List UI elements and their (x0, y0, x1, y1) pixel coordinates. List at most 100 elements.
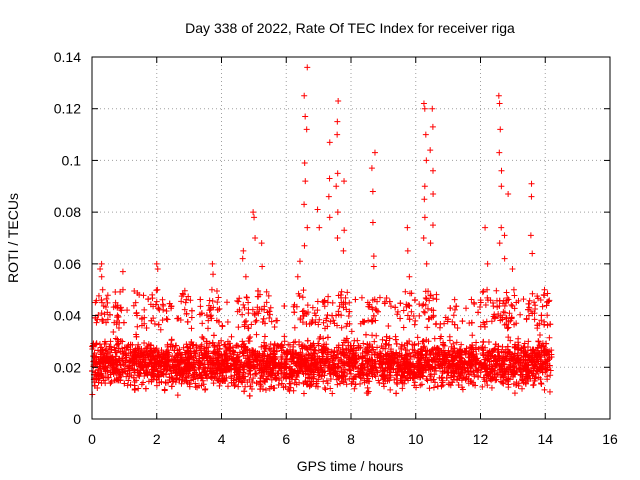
data-point (534, 352, 541, 359)
data-point (451, 296, 458, 303)
chart-title: Day 338 of 2022, Rate Of TEC Index for r… (185, 20, 515, 36)
data-point (210, 380, 217, 387)
data-point (277, 343, 284, 350)
data-point (117, 362, 124, 369)
data-point (127, 357, 134, 364)
data-point (406, 302, 413, 309)
data-point (388, 350, 395, 357)
data-point (336, 303, 343, 310)
data-point (188, 314, 195, 321)
data-point (415, 340, 422, 347)
data-point (141, 306, 148, 313)
data-point (283, 356, 290, 363)
data-point (541, 286, 548, 293)
data-point (320, 378, 327, 385)
data-point (420, 100, 427, 107)
data-point (445, 347, 452, 354)
data-point (263, 375, 270, 382)
data-point (357, 374, 364, 381)
data-point (114, 336, 121, 343)
data-point (254, 287, 261, 294)
data-point (416, 312, 423, 319)
data-point (416, 364, 423, 371)
data-point (535, 338, 542, 345)
data-point (324, 351, 331, 358)
data-point (537, 297, 544, 304)
data-point (472, 346, 479, 353)
data-point (447, 305, 454, 312)
data-point (115, 313, 122, 320)
data-point (154, 368, 161, 375)
data-point (502, 370, 509, 377)
data-point (355, 342, 362, 349)
x-tick-label: 2 (153, 431, 161, 447)
data-point (528, 193, 535, 200)
data-point (505, 191, 512, 198)
data-point (148, 378, 155, 385)
data-point (510, 360, 517, 367)
data-point (184, 318, 191, 325)
data-point (252, 235, 259, 241)
data-point (190, 354, 197, 361)
data-point (360, 340, 367, 347)
data-point (185, 350, 192, 357)
data-point (344, 360, 351, 367)
data-point (303, 126, 310, 133)
data-point (544, 348, 551, 355)
data-point (350, 345, 357, 352)
data-point (125, 377, 132, 384)
data-point (334, 381, 341, 388)
data-point (417, 351, 424, 358)
data-point (267, 341, 274, 348)
data-point (303, 381, 310, 388)
data-point (188, 325, 195, 332)
data-point (236, 295, 243, 302)
data-point (214, 306, 221, 313)
data-point (352, 296, 359, 303)
data-point (535, 374, 542, 381)
data-point (373, 307, 380, 314)
data-point (286, 380, 293, 387)
data-point (262, 345, 269, 352)
data-point (164, 316, 171, 323)
y-tick-label: 0.14 (54, 49, 81, 65)
data-point (324, 311, 331, 318)
data-point (177, 317, 184, 324)
data-point (98, 273, 105, 280)
data-point (402, 365, 409, 372)
data-point (381, 383, 388, 390)
data-point (519, 385, 526, 392)
data-point (544, 312, 551, 319)
data-point (150, 315, 157, 322)
data-point (380, 356, 387, 363)
data-point (469, 332, 476, 339)
data-point (142, 385, 149, 392)
data-point (186, 367, 193, 374)
data-point (463, 373, 470, 380)
data-point (91, 354, 98, 361)
data-point (421, 359, 428, 366)
data-point (296, 258, 303, 265)
data-point (545, 298, 552, 305)
data-point (421, 183, 428, 190)
data-point (515, 297, 522, 304)
data-point (468, 296, 475, 303)
data-point (429, 222, 436, 229)
data-point (422, 294, 429, 301)
data-point (529, 290, 536, 297)
data-point (535, 358, 542, 365)
data-point (352, 381, 359, 388)
data-point (339, 346, 346, 353)
data-point (214, 299, 221, 306)
data-point (124, 382, 131, 389)
data-point (215, 294, 222, 301)
data-point (250, 375, 257, 382)
data-point (253, 317, 260, 324)
data-point (435, 361, 442, 368)
data-point (251, 214, 258, 221)
data-point (222, 341, 229, 348)
data-point (511, 390, 518, 397)
data-point (291, 324, 298, 331)
data-point (401, 360, 408, 367)
data-point (422, 364, 429, 371)
